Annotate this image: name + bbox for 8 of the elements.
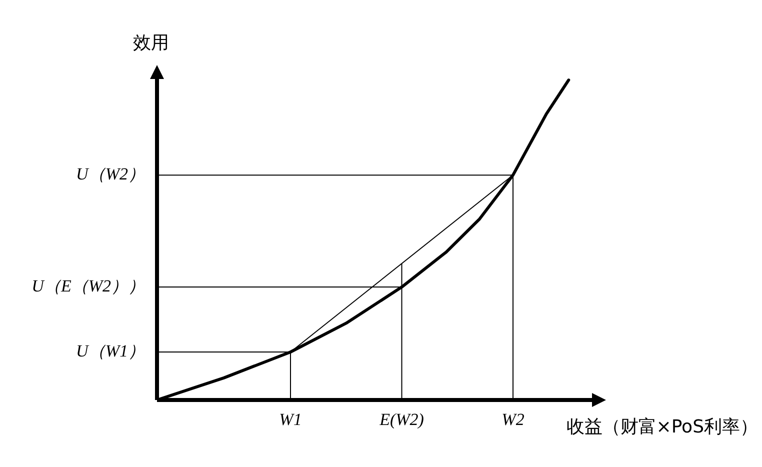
ref-line-label: U（E（W2）） bbox=[32, 276, 145, 296]
x-axis-title: 收益（财富×PoS利率） bbox=[566, 416, 758, 438]
ref-line-label: U（W1） bbox=[76, 341, 145, 360]
ref-line-label: U（W2） bbox=[76, 164, 145, 184]
x-tick-label: W1 bbox=[279, 410, 302, 429]
x-tick-label: W2 bbox=[502, 410, 525, 429]
x-tick-label: E(W2) bbox=[378, 410, 424, 429]
y-axis-title: 效用 bbox=[133, 32, 169, 54]
